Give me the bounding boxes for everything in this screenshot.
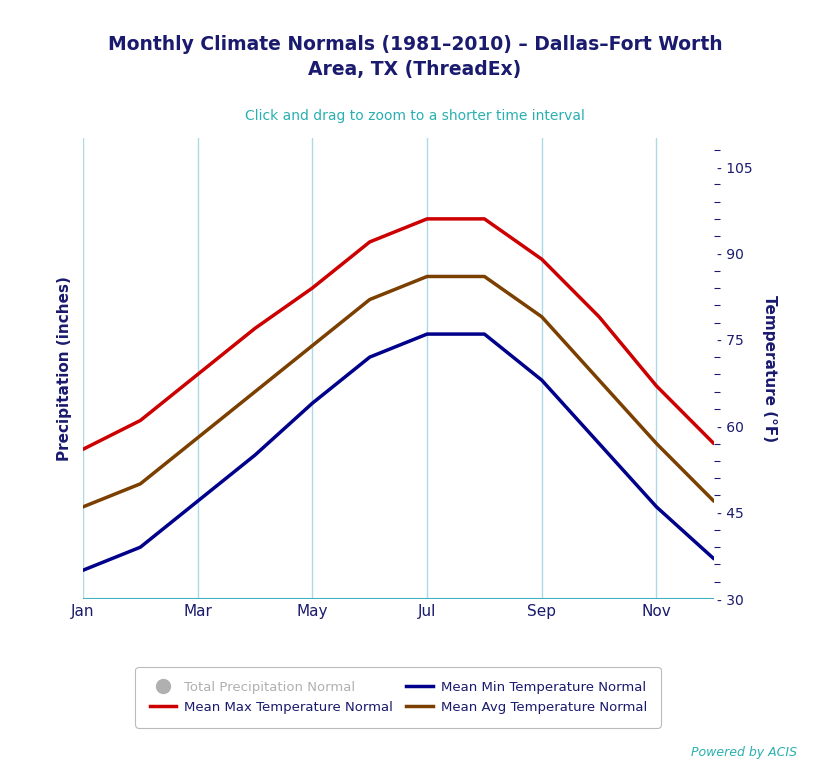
Text: Powered by ACIS: Powered by ACIS [691,746,797,759]
Text: Monthly Climate Normals (1981–2010) – Dallas–Fort Worth
Area, TX (ThreadEx): Monthly Climate Normals (1981–2010) – Da… [108,35,722,78]
Legend: Total Precipitation Normal, Mean Max Temperature Normal, Mean Min Temperature No: Total Precipitation Normal, Mean Max Tem… [139,670,657,724]
Y-axis label: Temperature (°F): Temperature (°F) [762,295,777,442]
Text: Click and drag to zoom to a shorter time interval: Click and drag to zoom to a shorter time… [245,109,585,123]
Y-axis label: Precipitation (inches): Precipitation (inches) [57,276,72,461]
